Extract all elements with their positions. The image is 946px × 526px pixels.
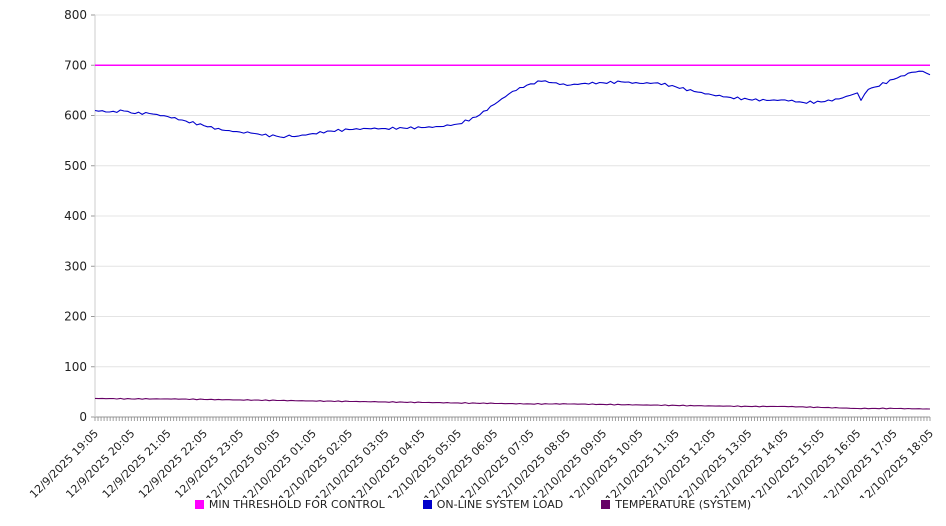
legend-item-online-system-load[interactable]: ON-LINE SYSTEM LOAD xyxy=(422,498,564,511)
svg-text:400: 400 xyxy=(64,209,87,223)
svg-text:800: 800 xyxy=(64,8,87,22)
svg-text:700: 700 xyxy=(64,58,87,72)
series-line-temperature-system xyxy=(94,397,931,410)
svg-text:600: 600 xyxy=(64,109,87,123)
svg-text:500: 500 xyxy=(64,159,87,173)
x-axis xyxy=(94,15,931,421)
svg-text:100: 100 xyxy=(64,360,87,374)
legend-item-min-threshold[interactable]: MIN THRESHOLD FOR CONTROL xyxy=(194,498,385,511)
chart-canvas: 0 100 200 300 400 500 600 700 800 12/9/2025 19:05… xyxy=(27,8,936,498)
svg-text:12/9/2025 19:05: 12/9/2025 19:05 xyxy=(27,427,101,498)
svg-text:0: 0 xyxy=(79,410,87,424)
legend-swatch-min-threshold xyxy=(194,500,204,509)
legend-label-online-system-load: ON-LINE SYSTEM LOAD xyxy=(436,498,564,511)
chart-legend: MIN THRESHOLD FOR CONTROL ON-LINE SYSTEM… xyxy=(0,498,946,511)
legend-swatch-temperature-system xyxy=(601,500,611,509)
series-line-on-line-system-load xyxy=(94,70,931,139)
legend-item-temperature-system[interactable]: TEMPERATURE (SYSTEM) xyxy=(601,498,751,511)
legend-label-temperature-system: TEMPERATURE (SYSTEM) xyxy=(615,498,752,511)
y-gridlines xyxy=(91,14,930,418)
legend-label-min-threshold: MIN THRESHOLD FOR CONTROL xyxy=(208,498,385,511)
legend-swatch-online-system-load xyxy=(422,500,432,509)
svg-text:300: 300 xyxy=(64,259,87,273)
y-tick-labels: 0 100 200 300 400 500 600 700 800 xyxy=(64,8,87,424)
svg-text:200: 200 xyxy=(64,310,87,324)
